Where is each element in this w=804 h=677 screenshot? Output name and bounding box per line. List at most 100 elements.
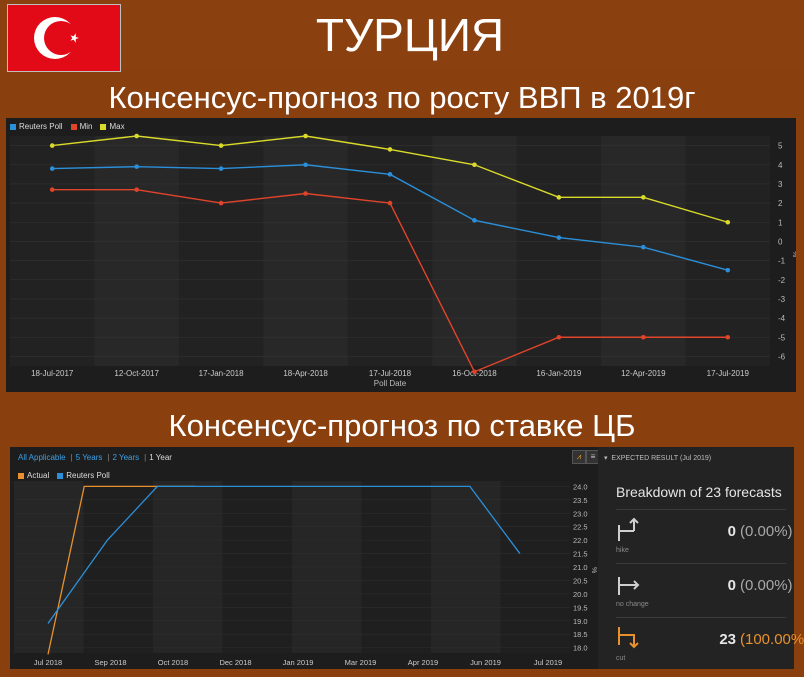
rate-y-tick-label: 21.0 xyxy=(573,563,588,572)
rate-y-tick-label: 20.5 xyxy=(573,576,588,585)
rate-legend[interactable]: Actual Reuters Poll xyxy=(18,471,110,480)
forecast-row-no-change: no change 0 (0.00%) xyxy=(616,567,793,613)
gdp-x-tick-label: 12-Oct-2017 xyxy=(114,369,159,378)
gdp-y-tick-label: 0 xyxy=(778,237,783,246)
range-selector: All Applicable | 5 Years | 2 Years | 1 Year xyxy=(18,453,172,462)
gdp-data-point xyxy=(49,187,55,192)
turkey-flag-icon xyxy=(7,4,121,72)
forecast-row-hike: hike 0 (0.00%) xyxy=(616,513,793,559)
legend-item-min[interactable]: Min xyxy=(70,122,92,131)
chart-view-icon[interactable]: ⩘ xyxy=(572,450,586,464)
gdp-chart-panel: Reuters Poll Min Max 5 4 3 2 1 0 -1 -2 -3 -4 -5 -6%… xyxy=(6,118,796,392)
rate-chart: 24.0 23.5 23.0 22.5 22.0 21.5 21.0 20.5 20.0 19.5… xyxy=(14,481,597,667)
divider xyxy=(616,563,786,564)
range-5-years[interactable]: 5 Years xyxy=(75,453,103,462)
gdp-y-tick-label: 4 xyxy=(778,161,783,170)
gdp-data-point xyxy=(49,143,55,148)
cut-icon xyxy=(616,625,642,657)
legend-item-reuters-poll-rate[interactable]: Reuters Poll xyxy=(57,471,110,480)
rate-y-tick-label: 22.5 xyxy=(573,523,588,532)
gdp-data-point xyxy=(134,187,139,192)
gdp-data-point xyxy=(218,166,224,171)
rate-y-tick-label: 24.0 xyxy=(573,482,588,491)
legend-item-actual[interactable]: Actual xyxy=(18,471,49,480)
gdp-x-axis-label: Poll Date xyxy=(374,379,407,388)
rate-x-tick-label: Apr 2019 xyxy=(408,658,438,667)
gdp-y-axis-label: % xyxy=(791,251,796,257)
legend-item-reuters-poll[interactable]: Reuters Poll xyxy=(10,122,63,131)
gdp-data-point xyxy=(472,218,477,223)
gdp-data-point xyxy=(556,334,562,340)
gdp-chart: 5 4 3 2 1 0 -1 -2 -3 -4 -5 -6% 18-Jul-2017 12-Oct-201… xyxy=(10,133,796,388)
gdp-col-band xyxy=(263,136,348,366)
rate-y-tick-label: 23.5 xyxy=(573,496,588,505)
breakdown-title: Breakdown of 23 forecasts xyxy=(616,484,782,500)
gdp-y-tick-label: -4 xyxy=(778,314,786,323)
legend-item-max[interactable]: Max xyxy=(100,122,125,131)
gdp-x-tick-label: 18-Apr-2018 xyxy=(283,369,328,378)
divider xyxy=(616,509,786,510)
rate-y-tick-label: 23.0 xyxy=(573,509,588,518)
rate-x-tick-label: Jul 2018 xyxy=(34,658,62,667)
gdp-x-tick-label: 17-Jul-2019 xyxy=(707,369,750,378)
hike-icon xyxy=(616,517,642,549)
rate-y-axis-label: % xyxy=(590,567,597,573)
rate-series-line xyxy=(47,485,521,624)
no-change-count: 0 xyxy=(727,577,736,594)
gdp-data-point xyxy=(725,334,731,340)
gdp-data-point xyxy=(641,244,646,250)
gdp-data-point xyxy=(303,162,308,168)
cut-label: cut xyxy=(616,655,626,662)
gdp-y-tick-label: -1 xyxy=(778,257,786,266)
gdp-data-point xyxy=(641,195,646,200)
range-1-year[interactable]: 1 Year xyxy=(149,453,172,462)
range-all-applicable[interactable]: All Applicable xyxy=(18,453,66,462)
rate-y-tick-label: 22.0 xyxy=(573,536,588,545)
gdp-y-tick-label: -2 xyxy=(778,276,786,285)
collapse-icon[interactable]: ▾ xyxy=(604,455,608,462)
page-title: ТУРЦИЯ xyxy=(315,9,505,61)
hike-pct: (0.00%) xyxy=(740,523,793,540)
gdp-data-point xyxy=(134,133,139,139)
gdp-col-band xyxy=(601,136,686,366)
gdp-x-tick-label: 17-Jan-2018 xyxy=(199,369,244,378)
gdp-data-point xyxy=(641,334,646,340)
gdp-x-tick-label: 17-Jul-2018 xyxy=(369,369,412,378)
gdp-y-tick-label: -6 xyxy=(778,352,786,361)
gdp-data-point xyxy=(134,164,139,169)
rate-y-tick-label: 21.5 xyxy=(573,550,588,559)
gdp-legend[interactable]: Reuters Poll Min Max xyxy=(10,122,125,131)
gdp-y-tick-label: 1 xyxy=(778,218,783,227)
rate-section-title: Консенсус-прогноз по ставке ЦБ xyxy=(168,408,636,443)
rate-y-tick-label: 18.0 xyxy=(573,644,588,653)
gdp-data-point xyxy=(556,195,562,200)
gdp-data-point xyxy=(387,200,393,206)
rate-x-tick-label: Jan 2019 xyxy=(283,658,314,667)
gdp-x-tick-label: 18-Jul-2017 xyxy=(31,369,74,378)
header-bar xyxy=(0,0,804,70)
rate-y-tick-label: 18.5 xyxy=(573,630,588,639)
rate-x-tick-label: Dec 2018 xyxy=(219,658,251,667)
rate-x-tick-label: Mar 2019 xyxy=(345,658,377,667)
hike-label: hike xyxy=(616,547,629,554)
no-change-icon xyxy=(616,571,642,603)
expected-result-header[interactable]: ▾ EXPECTED RESULT (Jul 2019) xyxy=(604,455,712,462)
gdp-data-point xyxy=(303,191,308,196)
rate-y-tick-label: 19.0 xyxy=(573,617,588,626)
rate-x-tick-label: Jul 2019 xyxy=(534,658,562,667)
gdp-data-point xyxy=(556,235,562,240)
gdp-data-point xyxy=(218,143,224,148)
rate-x-tick-label: Sep 2018 xyxy=(94,658,126,667)
gdp-data-point xyxy=(472,162,477,168)
gdp-data-point xyxy=(472,369,477,375)
gdp-x-tick-label: 16-Jan-2019 xyxy=(536,369,581,378)
gdp-col-band xyxy=(432,136,517,366)
gdp-col-band xyxy=(94,136,179,366)
gdp-x-tick-label: 12-Apr-2019 xyxy=(621,369,666,378)
rate-y-tick-label: 19.5 xyxy=(573,603,588,612)
gdp-y-tick-label: -3 xyxy=(778,295,786,304)
gdp-data-point xyxy=(218,200,224,206)
range-2-years[interactable]: 2 Years xyxy=(112,453,140,462)
gdp-data-point xyxy=(725,267,731,273)
gdp-data-point xyxy=(387,147,393,152)
